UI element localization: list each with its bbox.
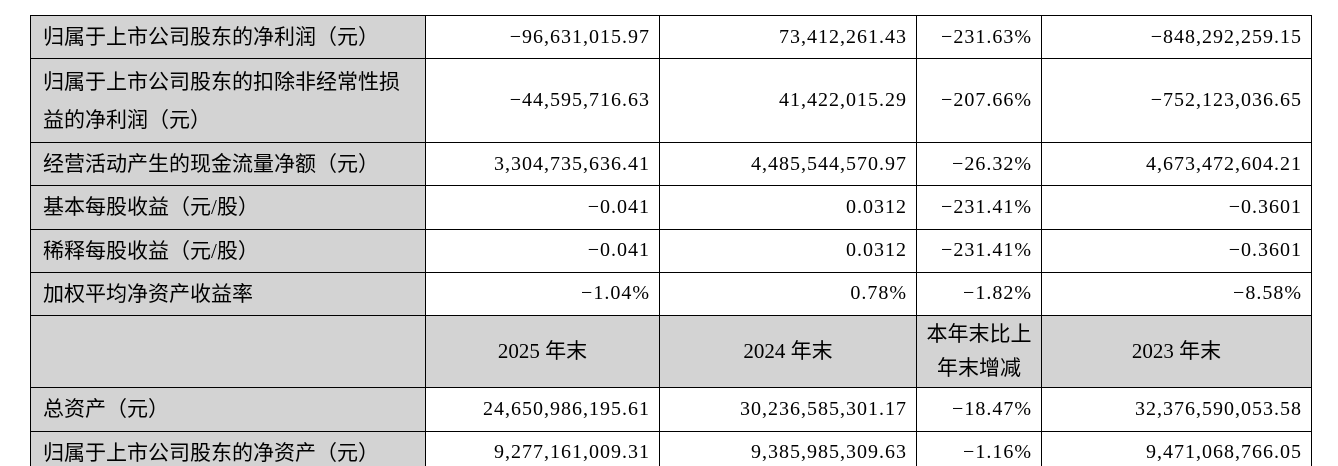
value-cell: 9,471,068,766.05 [1041,430,1312,466]
key-financials-table: 归属于上市公司股东的净利润（元） −96,631,015.97 73,412,2… [30,14,1312,466]
value-cell: −207.66% [916,58,1042,144]
value-cell: −752,123,036.65 [1041,58,1312,144]
table-row: 归属于上市公司股东的净利润（元） −96,631,015.97 73,412,2… [30,14,1312,60]
value-cell: −0.3601 [1041,228,1312,273]
value-cell: 0.0312 [659,228,917,273]
value-cell: 30,236,585,301.17 [659,387,917,432]
value-cell: 9,385,985,309.63 [659,430,917,466]
table-row: 归属于上市公司股东的净资产（元） 9,277,161,009.31 9,385,… [30,430,1312,466]
value-cell: −0.041 [425,228,660,273]
value-cell: −96,631,015.97 [425,14,660,60]
value-cell: −1.16% [916,430,1042,466]
value-cell: 41,422,015.29 [659,58,917,144]
table-row: 归属于上市公司股东的扣除非经常性损益的净利润（元） −44,595,716.63… [30,58,1312,144]
value-cell: −231.41% [916,228,1042,273]
value-cell: 4,673,472,604.21 [1041,142,1312,187]
table-row: 基本每股收益（元/股） −0.041 0.0312 −231.41% −0.36… [30,185,1312,230]
row-label-diluted-eps: 稀释每股收益（元/股） [30,228,426,273]
row-label-operating-cash-flow: 经营活动产生的现金流量净额（元） [30,142,426,187]
row-label-net-assets: 归属于上市公司股东的净资产（元） [30,430,426,466]
value-cell: 9,277,161,009.31 [425,430,660,466]
value-cell: −1.04% [425,271,660,317]
value-cell: −18.47% [916,387,1042,432]
row-label-basic-eps: 基本每股收益（元/股） [30,185,426,230]
row-label-net-profit: 归属于上市公司股东的净利润（元） [30,14,426,60]
value-cell: 73,412,261.43 [659,14,917,60]
value-cell: 4,485,544,570.97 [659,142,917,187]
period-header-row: 2025 年末 2024 年末 本年末比上年末增减 2023 年末 [30,315,1312,389]
value-cell: 0.0312 [659,185,917,230]
period-header-change: 本年末比上年末增减 [916,315,1042,389]
value-cell: −231.63% [916,14,1042,60]
row-label-total-assets: 总资产（元） [30,387,426,432]
value-cell: −1.82% [916,271,1042,317]
period-header-2025: 2025 年末 [425,315,660,389]
value-cell: 24,650,986,195.61 [425,387,660,432]
table-row: 经营活动产生的现金流量净额（元） 3,304,735,636.41 4,485,… [30,142,1312,187]
table-row: 稀释每股收益（元/股） −0.041 0.0312 −231.41% −0.36… [30,228,1312,273]
period-header-blank [30,315,426,389]
value-cell: 0.78% [659,271,917,317]
value-cell: −44,595,716.63 [425,58,660,144]
value-cell: −231.41% [916,185,1042,230]
value-cell: 32,376,590,053.58 [1041,387,1312,432]
value-cell: −848,292,259.15 [1041,14,1312,60]
period-header-2023: 2023 年末 [1041,315,1312,389]
row-label-weighted-roe: 加权平均净资产收益率 [30,271,426,317]
table-row: 加权平均净资产收益率 −1.04% 0.78% −1.82% −8.58% [30,271,1312,317]
table-row: 总资产（元） 24,650,986,195.61 30,236,585,301.… [30,387,1312,432]
value-cell: −0.3601 [1041,185,1312,230]
period-header-2024: 2024 年末 [659,315,917,389]
value-cell: −8.58% [1041,271,1312,317]
row-label-deducted-net-profit: 归属于上市公司股东的扣除非经常性损益的净利润（元） [30,58,426,144]
value-cell: −26.32% [916,142,1042,187]
value-cell: −0.041 [425,185,660,230]
value-cell: 3,304,735,636.41 [425,142,660,187]
